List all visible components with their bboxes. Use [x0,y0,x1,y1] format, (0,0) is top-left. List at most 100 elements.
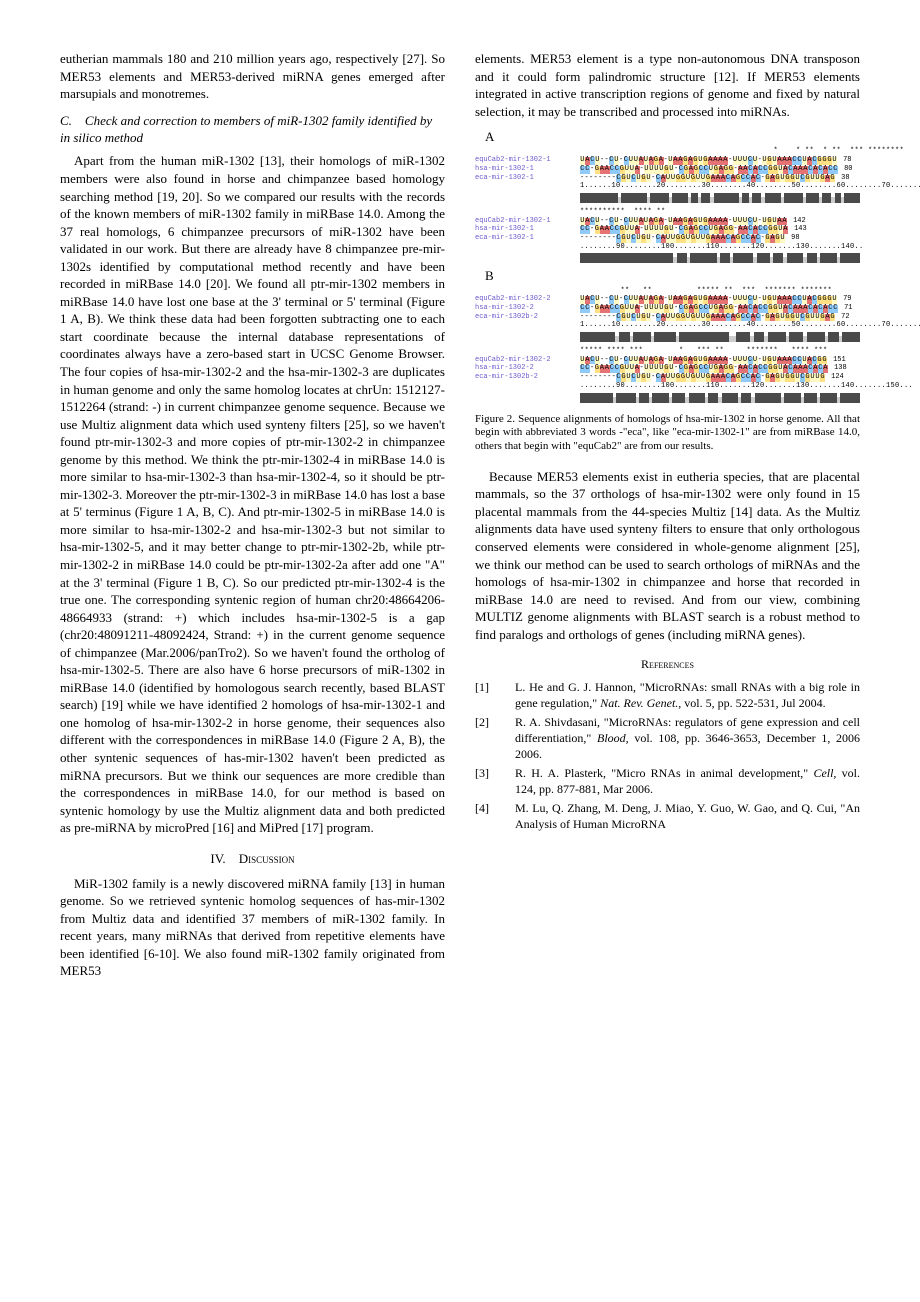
bar-segment [820,253,837,263]
references-heading: References [475,657,860,672]
sequence-name: hsa-mir-1302-1 [475,226,580,234]
sequence-text: --------CGUCUGU-CAUUGGUGUUGAAACAGCCAC-GA… [580,235,785,243]
sequence-text: CC-GAACCGUUA-UUUUGU-CGAGCCUGAGG-AACACCGG… [580,226,788,234]
reference-text: R. H. A. Plasterk, "Micro RNAs in animal… [515,766,860,797]
position-ruler: ........90........100.......110.......12… [580,244,864,252]
reference-number: [4] [475,801,515,832]
sequence-name: equCab2-mir-1302-1 [475,157,580,165]
reference-text: R. A. Shivdasani, "MicroRNAs: regulators… [515,715,860,762]
sequence-text: CC-GAACCGUUA-UUUUGU-CGAGCCUGAGG-AACACCGG… [580,365,828,373]
sequence-row: hsa-mir-1302-2CC-GAACCGUUA-UUUUGU-CGAGCC… [475,365,860,373]
position-ruler: ........90........100.......110.......12… [580,383,913,391]
sequence-row: equCab2-mir-1302-2UACU--CU-CUUAUAGA-UAAG… [475,296,860,304]
bar-segment [672,193,688,203]
bar-segment [672,393,685,403]
alignment-block-a2: ********** **** ** equCab2-mir-1302-1UAC… [475,209,860,263]
sequence-name: equCab2-mir-1302-1 [475,218,580,226]
sequence-position: 79 [843,296,851,304]
sequence-text: CC-GAACCGUUA-UUUUGU-CGAGCCUGAGG-AACACCGG… [580,166,838,174]
bar-segment [842,332,860,342]
bar-segment [757,253,770,263]
references-list: [1]L. He and G. J. Hannon, "MicroRNAs: s… [475,680,860,832]
section-c-label: C. [60,113,72,128]
sequence-row: hsa-mir-1302-2CC-GAACCGUUA-UUUUGU-CGAGCC… [475,305,860,313]
sequence-name: eca-mir-1302-1 [475,235,580,243]
sequence-row: equCab2-mir-1302-2UACU--CU-CUUAUAGA-UAAG… [475,357,860,365]
bar-segment [654,332,675,342]
bar-segment [789,332,803,342]
reference-item: [4]M. Lu, Q. Zhang, M. Deng, J. Miao, Y.… [475,801,860,832]
bar-segment [804,393,817,403]
bar-segment [733,253,753,263]
section-c-title: Check and correction to members of miR-1… [60,113,432,145]
sequence-rows: equCab2-mir-1302-1UACU--CU-CUUAUAGA-UAAG… [475,157,860,182]
sequence-name: hsa-mir-1302-1 [475,166,580,174]
sequence-rows: equCab2-mir-1302-1UACU--CU-CUUAUAGA-UAAG… [475,218,860,243]
right-column: elements. MER53 element is a type non-au… [475,50,860,988]
sequence-text: --------CGUCUGU-CAUUGGUGUUGAAACAGCCAC-GA… [580,175,835,183]
bar-segment [652,393,668,403]
conservation-stars: * * ** * ** *** ******** [580,148,904,156]
bar-segment [752,193,762,203]
bar-segment [633,332,651,342]
bar-segment [822,193,832,203]
sequence-text: UACU--CU-CUUAUAGA-UAAGAGUGAAAA-UUUCU-UGU… [580,218,787,226]
reference-item: [2]R. A. Shivdasani, "MicroRNAs: regulat… [475,715,860,762]
sequence-position: 98 [791,235,799,243]
sequence-name: eca-mir-1302b-2 [475,374,580,382]
reference-number: [3] [475,766,515,797]
bar-segment [701,193,711,203]
bar-segment [807,253,817,263]
bar-segment [580,332,615,342]
sequence-position: 151 [833,357,846,365]
sequence-name: equCab2-mir-1302-2 [475,296,580,304]
bar-segment [840,253,860,263]
bar-segment [580,193,618,203]
bar-segment [690,253,717,263]
bar-segment [844,193,860,203]
sequence-position: 143 [794,226,807,234]
sequence-row: equCab2-mir-1302-1UACU--CU-CUUAUAGA-UAAG… [475,218,860,226]
sequence-row: hsa-mir-1302-1CC-GAACCGUUA-UUUUGU-CGAGCC… [475,226,860,234]
bar-segment [729,336,736,342]
conservation-stars: ** ** ***** ** *** ******* ******* [580,288,832,296]
alignment-block-a1: * * ** * ** *** ******** equCab2-mir-130… [475,148,860,202]
conservation-bars [580,332,860,342]
bar-segment [828,332,839,342]
conservation-bars [580,253,860,263]
sequence-position: 38 [841,175,849,183]
bar-segment [741,393,751,403]
sequence-text: --------CGUCUGU-CAUUGGUGUUGAAACAGCCAC-GA… [580,314,835,322]
bar-segment [619,332,630,342]
sequence-position: 72 [841,314,849,322]
sequence-text: UACU--CU-CUUAUAGA-UAAGAGUGAAAA-UUUCU-UGU… [580,357,827,365]
sequence-row: hsa-mir-1302-1CC-GAACCGUUA-UUUUGU-CGAGCC… [475,166,860,174]
bar-segment [773,253,783,263]
paragraph: Apart from the human miR-1302 [13], thei… [60,152,445,836]
bar-segment [677,253,687,263]
bar-segment [722,393,738,403]
section-name: Discussion [239,851,295,866]
paragraph: MiR-1302 family is a newly discovered mi… [60,875,445,980]
bar-segment [755,393,781,403]
conservation-bars [580,393,860,403]
bar-segment [708,393,718,403]
sequence-row: eca-mir-1302-1--------CGUCUGU-CAUUGGUGUU… [475,175,860,183]
conservation-bars [580,193,860,203]
sequence-row: equCab2-mir-1302-1UACU--CU-CUUAUAGA-UAAG… [475,157,860,165]
paragraph: eutherian mammals 180 and 210 million ye… [60,50,445,103]
alignment-block-b1: ** ** ***** ** *** ******* ******* equCa… [475,288,860,342]
sequence-name: hsa-mir-1302-2 [475,305,580,313]
alignment-block-b2: ***** **** *** * *** ** ******* **** ***… [475,348,860,402]
bar-segment [580,253,673,263]
bar-segment [689,393,705,403]
sequence-name: eca-mir-1302-1 [475,175,580,183]
reference-number: [2] [475,715,515,762]
sequence-rows: equCab2-mir-1302-2UACU--CU-CUUAUAGA-UAAG… [475,296,860,321]
sequence-text: UACU--CU-CUUAUAGA-UAAGAGUGAAAA-UUUCU-UGU… [580,296,837,304]
bar-segment [580,393,613,403]
sequence-text: --------CGUCUGU-CAUUGGUGUUGAAACAGCCAC-GA… [580,374,825,382]
sequence-text: UACU--CU-CUUAUAGA-UAAGAGUGAAAA-UUUCU-UGU… [580,157,837,165]
position-ruler: 1......10........20........30........40.… [580,322,920,330]
section-c-heading: C. Check and correction to members of mi… [60,113,445,147]
